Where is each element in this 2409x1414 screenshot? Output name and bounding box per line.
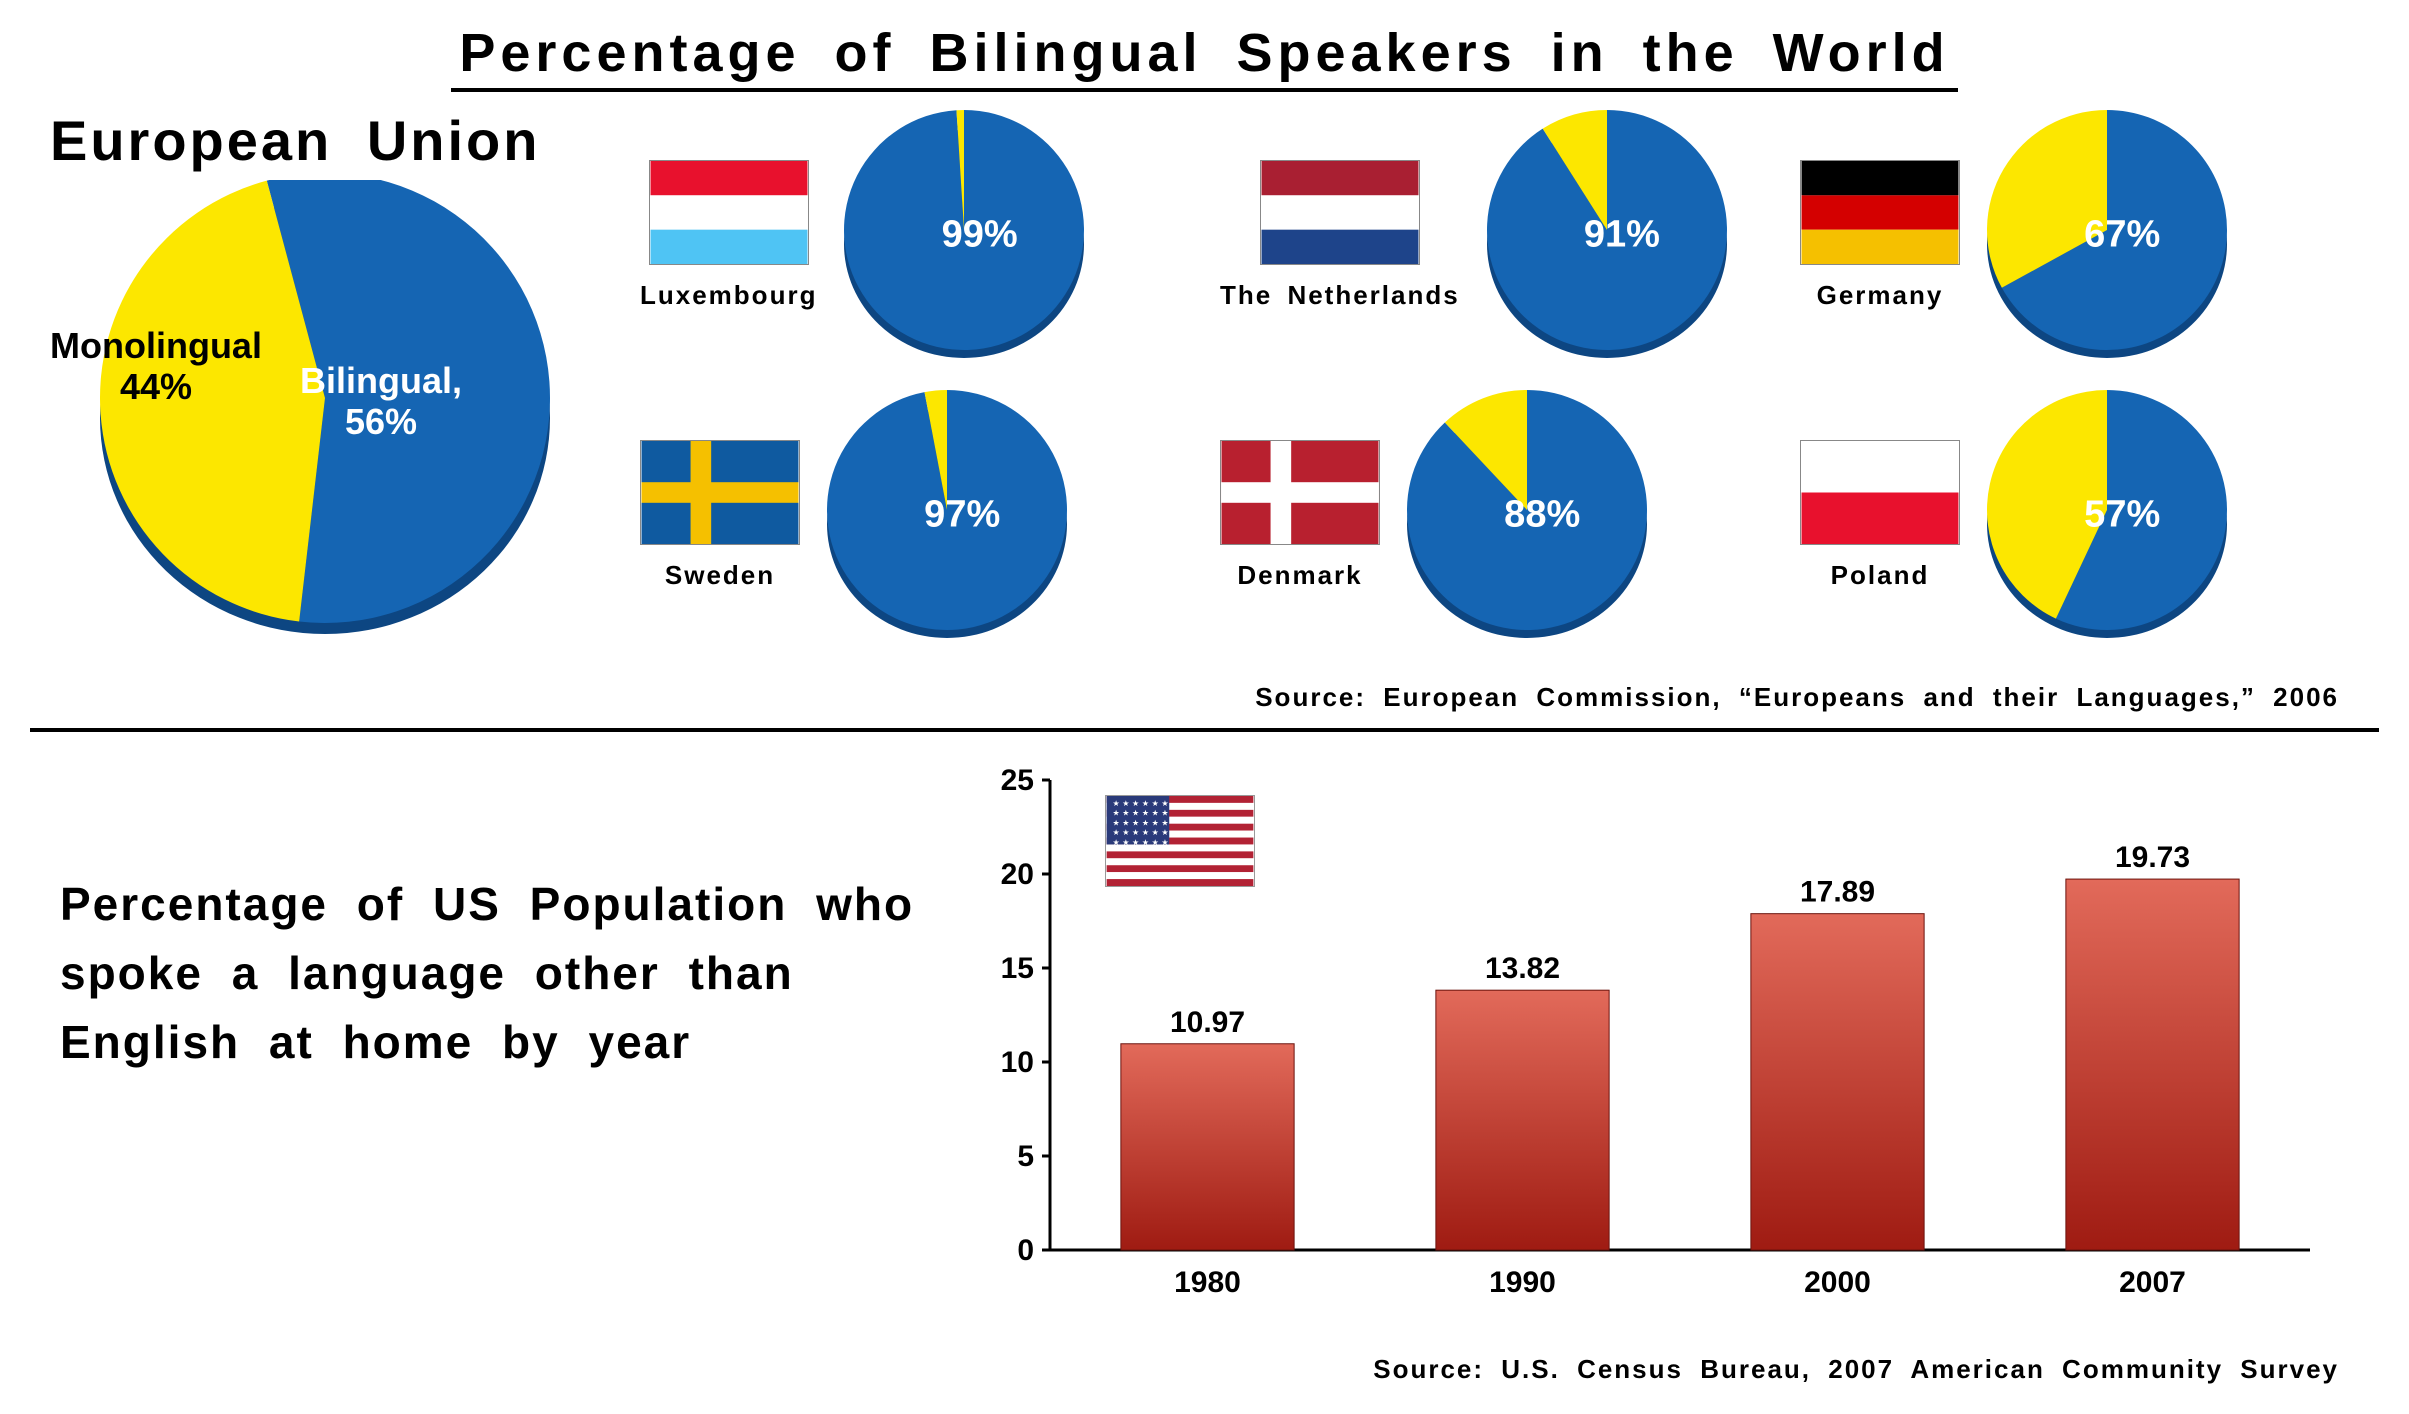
poland-flag-icon: [1800, 440, 1960, 545]
country-pct: 88%: [1504, 494, 1580, 537]
country-label: Denmark: [1220, 560, 1380, 591]
svg-text:1990: 1990: [1489, 1266, 1556, 1299]
svg-text:10: 10: [1001, 1046, 1034, 1079]
denmark-flag-icon: [1220, 440, 1380, 545]
country-denmark: Denmark 88%: [1220, 390, 1760, 640]
country-pct: 91%: [1584, 214, 1660, 257]
country-pct: 99%: [942, 214, 1018, 257]
svg-text:2007: 2007: [2119, 1266, 2186, 1299]
svg-text:17.89: 17.89: [1800, 876, 1875, 909]
eu-bilingual-label: Bilingual, 56%: [300, 360, 462, 443]
svg-text:5: 5: [1017, 1140, 1034, 1173]
svg-text:13.82: 13.82: [1485, 952, 1560, 985]
sweden-flag-icon: [640, 440, 800, 545]
svg-text:15: 15: [1001, 952, 1034, 985]
country-label: Poland: [1800, 560, 1960, 591]
country-label: Germany: [1800, 280, 1960, 311]
svg-text:1980: 1980: [1174, 1266, 1241, 1299]
country-luxembourg: Luxembourg 99%: [640, 110, 1180, 360]
svg-text:20: 20: [1001, 858, 1034, 891]
svg-text:19.73: 19.73: [2115, 841, 2190, 874]
us-heading: Percentage of US Population who spoke a …: [60, 870, 940, 1077]
country-sweden: Sweden 97%: [640, 390, 1180, 640]
us-source: Source: U.S. Census Bureau, 2007 America…: [1373, 1354, 2339, 1385]
page-title: Percentage of Bilingual Speakers in the …: [451, 22, 1957, 92]
eu-source: Source: European Commission, “Europeans …: [1255, 682, 2339, 713]
eu-monolingual-label: Monolingual 44%: [50, 325, 262, 408]
country-germany: Germany 67%: [1800, 110, 2340, 360]
country-label: The Netherlands: [1220, 280, 1460, 311]
country-pct: 57%: [2084, 494, 2160, 537]
country-grid: Luxembourg 99% The Netherlands 91% Germany 67…: [640, 110, 2360, 670]
netherlands-flag-icon: [1260, 160, 1420, 265]
country-label: Luxembourg: [640, 280, 817, 311]
svg-text:10.97: 10.97: [1170, 1006, 1245, 1039]
country-netherlands: The Netherlands 91%: [1220, 110, 1760, 360]
luxembourg-flag-icon: [649, 160, 809, 265]
country-pct: 67%: [2084, 214, 2160, 257]
section-divider: [30, 728, 2379, 732]
us-bar-chart: 0 5 10 15 20 25 10.97 1980 13.82 1990 17.89 2000 19.…: [980, 760, 2330, 1320]
germany-flag-icon: [1800, 160, 1960, 265]
svg-text:0: 0: [1017, 1234, 1034, 1267]
country-pct: 97%: [924, 494, 1000, 537]
svg-text:25: 25: [1001, 764, 1034, 797]
country-poland: Poland 57%: [1800, 390, 2340, 640]
svg-text:2000: 2000: [1804, 1266, 1871, 1299]
country-label: Sweden: [640, 560, 800, 591]
eu-heading: European Union: [50, 108, 540, 173]
